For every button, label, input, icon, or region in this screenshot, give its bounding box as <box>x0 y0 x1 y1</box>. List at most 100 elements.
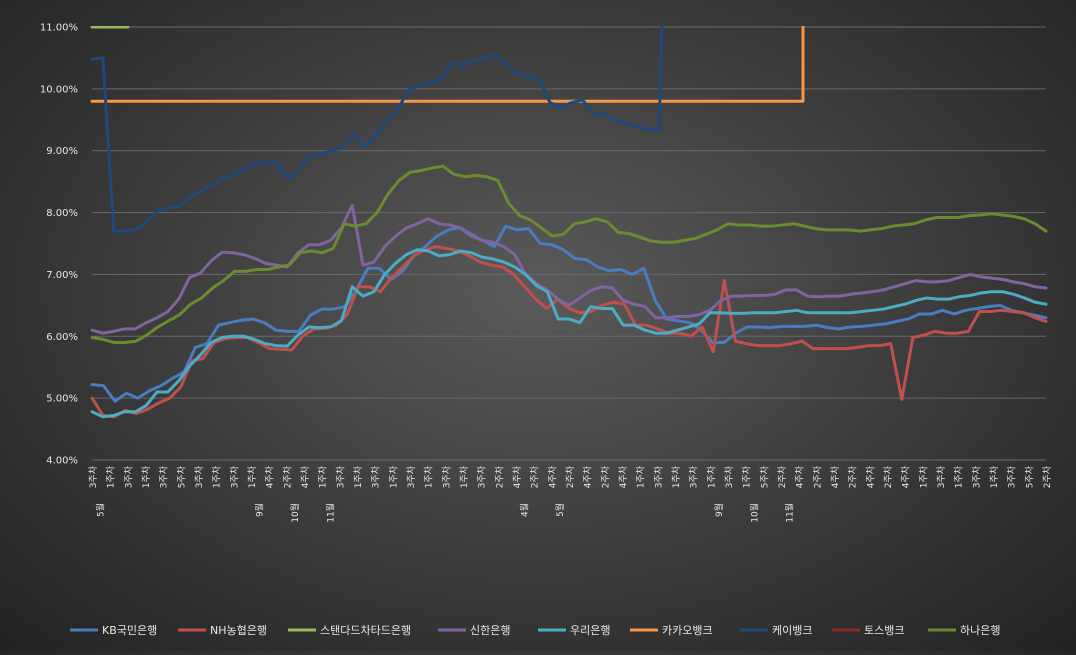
series-line <box>90 248 1048 419</box>
series-line <box>90 26 805 103</box>
y-tick-label: 9.00% <box>46 146 78 157</box>
x-tick-label: 2주차 <box>1041 465 1053 488</box>
x-tick-label: 5주차 <box>175 465 187 488</box>
x-tick-label: 3주차 <box>334 465 346 488</box>
x-tick-label: 2주차 <box>529 465 541 488</box>
x-month-label: 11월 <box>324 503 336 523</box>
x-tick-label: 1주차 <box>635 465 647 488</box>
legend-item: 우리은행 <box>538 624 610 637</box>
x-tick-label: 3주차 <box>87 465 99 488</box>
legend-label: NH농협은행 <box>210 624 267 637</box>
series-line <box>90 164 1048 344</box>
y-tick-label: 11.00% <box>40 23 78 34</box>
x-tick-label: 4주차 <box>511 465 523 488</box>
x-month-label: 5월 <box>95 503 107 517</box>
x-tick-label: 2주차 <box>847 465 859 488</box>
x-tick-label: 1주차 <box>741 465 753 488</box>
legend: KB국민은행 NH농협은행 스탠다드차타드은행 신한은행 우리은행 카카오뱅크 케이뱅크 토스… <box>70 623 1000 637</box>
x-tick-label: 1주차 <box>317 465 329 488</box>
x-tick-label: 4주차 <box>900 465 912 488</box>
x-tick-label: 4주차 <box>546 465 558 488</box>
legend-item: 하나은행 <box>928 623 1000 637</box>
legend-label: 케이뱅크 <box>772 624 812 637</box>
x-tick-label: 3주차 <box>193 465 205 488</box>
x-tick-label: 3주차 <box>652 465 664 488</box>
x-tick-label: 2주차 <box>776 465 788 488</box>
x-tick-label: 1주차 <box>705 465 717 488</box>
x-tick-label: 3주차 <box>1006 465 1018 488</box>
y-tick-label: 10.00% <box>40 84 78 95</box>
x-tick-label: 1주차 <box>352 465 364 488</box>
x-tick-label: 2주차 <box>882 465 894 488</box>
x-month-label: 9월 <box>713 503 725 517</box>
x-tick-label: 1주차 <box>988 465 1000 488</box>
series-line <box>90 26 664 233</box>
series-line <box>90 224 1048 403</box>
x-month-label: 10월 <box>289 503 301 523</box>
legend-label: 하나은행 <box>960 623 1000 637</box>
x-tick-label: 4주차 <box>299 465 311 488</box>
x-tick-label: 3주차 <box>440 465 452 488</box>
y-tick-label: 4.00% <box>46 456 78 467</box>
x-tick-label: 4주차 <box>864 465 876 488</box>
series-lines <box>90 26 1048 419</box>
x-tick-label: 1주차 <box>458 465 470 488</box>
x-tick-label: 5주차 <box>758 465 770 488</box>
x-tick-label: 5주차 <box>1023 465 1035 488</box>
x-tick-label: 1주차 <box>140 465 152 488</box>
y-tick-label: 5.00% <box>46 394 78 405</box>
x-tick-label: 4주차 <box>582 465 594 488</box>
x-tick-label: 2주차 <box>493 465 505 488</box>
x-tick-label: 3주차 <box>935 465 947 488</box>
x-tick-label: 3주차 <box>370 465 382 488</box>
x-tick-label: 1주차 <box>387 465 399 488</box>
x-month-label: 9월 <box>254 503 266 517</box>
x-month-label: 4월 <box>519 503 531 517</box>
x-tick-label: 4주차 <box>264 465 276 488</box>
x-tick-label: 2주차 <box>564 465 576 488</box>
x-tick-label: 3주차 <box>122 465 134 488</box>
legend-item: 케이뱅크 <box>740 624 812 637</box>
x-tick-label: 1주차 <box>211 465 223 488</box>
x-tick-label: 2주차 <box>599 465 611 488</box>
legend-label: 스탠다드차타드은행 <box>320 624 411 637</box>
y-tick-label: 8.00% <box>46 208 78 219</box>
x-tick-label: 3주차 <box>970 465 982 488</box>
legend-item: 카카오뱅크 <box>630 624 713 637</box>
x-month-label: 11월 <box>784 503 796 523</box>
legend-item: 스탠다드차타드은행 <box>288 624 411 637</box>
x-tick-label: 3주차 <box>723 465 735 488</box>
x-tick-label: 1주차 <box>246 465 258 488</box>
legend-label: 카카오뱅크 <box>662 624 713 637</box>
x-tick-label: 1주차 <box>423 465 435 488</box>
x-tick-label: 3주차 <box>688 465 700 488</box>
x-tick-label: 1주차 <box>105 465 117 488</box>
x-tick-label: 3주차 <box>158 465 170 488</box>
legend-label: KB국민은행 <box>102 624 157 637</box>
x-tick-label: 4주차 <box>617 465 629 488</box>
x-tick-label: 1주차 <box>953 465 965 488</box>
legend-item: 토스뱅크 <box>832 624 904 637</box>
x-month-label: 10월 <box>748 503 760 523</box>
legend-label: 토스뱅크 <box>864 624 904 637</box>
x-tick-label: 1주차 <box>917 465 929 488</box>
x-month-label: 5월 <box>554 503 566 517</box>
y-tick-label: 7.00% <box>46 270 78 281</box>
x-tick-label: 3주차 <box>476 465 488 488</box>
x-tick-label: 4주차 <box>794 465 806 488</box>
x-tick-label: 3주차 <box>405 465 417 488</box>
x-tick-label: 1주차 <box>670 465 682 488</box>
x-tick-label: 2주차 <box>811 465 823 488</box>
x-tick-label: 3주차 <box>228 465 240 488</box>
legend-label: 신한은행 <box>470 624 510 637</box>
legend-label: 우리은행 <box>570 624 610 637</box>
series-line <box>90 203 1048 335</box>
y-tick-label: 6.00% <box>46 332 78 343</box>
legend-item: NH농협은행 <box>178 624 267 637</box>
legend-item: KB국민은행 <box>70 624 157 637</box>
gridlines <box>92 26 1046 461</box>
x-tick-label: 2주차 <box>281 465 293 488</box>
x-tick-label: 4주차 <box>829 465 841 488</box>
